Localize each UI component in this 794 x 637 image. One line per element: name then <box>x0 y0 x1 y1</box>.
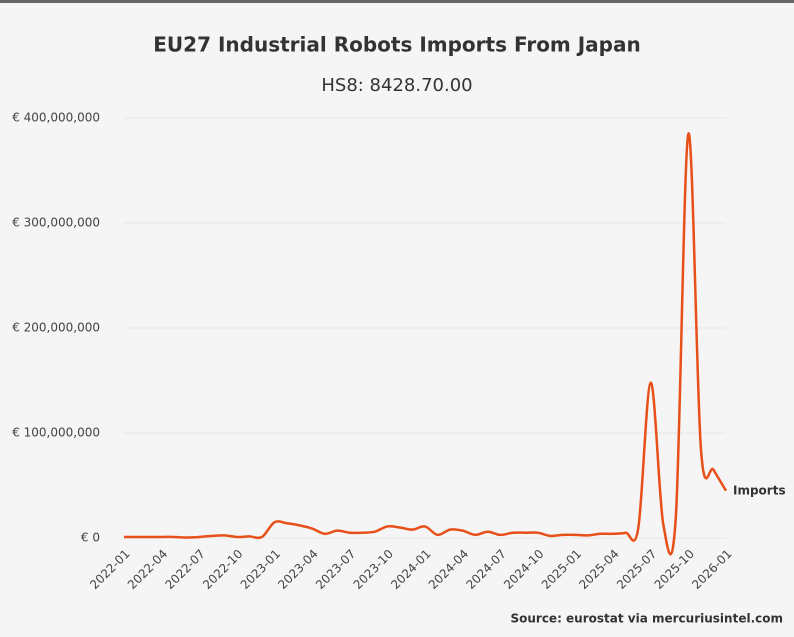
y-tick-label: € 0 <box>81 531 100 545</box>
y-tick-label: € 100,000,000 <box>12 426 100 440</box>
chart-subtitle: HS8: 8428.70.00 <box>321 75 472 96</box>
chart-title: EU27 Industrial Robots Imports From Japa… <box>153 33 640 57</box>
source-note: Source: eurostat via mercuriusintel.com <box>510 612 783 626</box>
y-tick-label: € 400,000,000 <box>12 111 100 125</box>
data-line <box>124 132 728 556</box>
series-label: Imports <box>733 483 786 497</box>
top-border <box>0 0 794 3</box>
y-tick-label: € 200,000,000 <box>12 321 100 335</box>
y-tick-label: € 300,000,000 <box>12 216 100 230</box>
